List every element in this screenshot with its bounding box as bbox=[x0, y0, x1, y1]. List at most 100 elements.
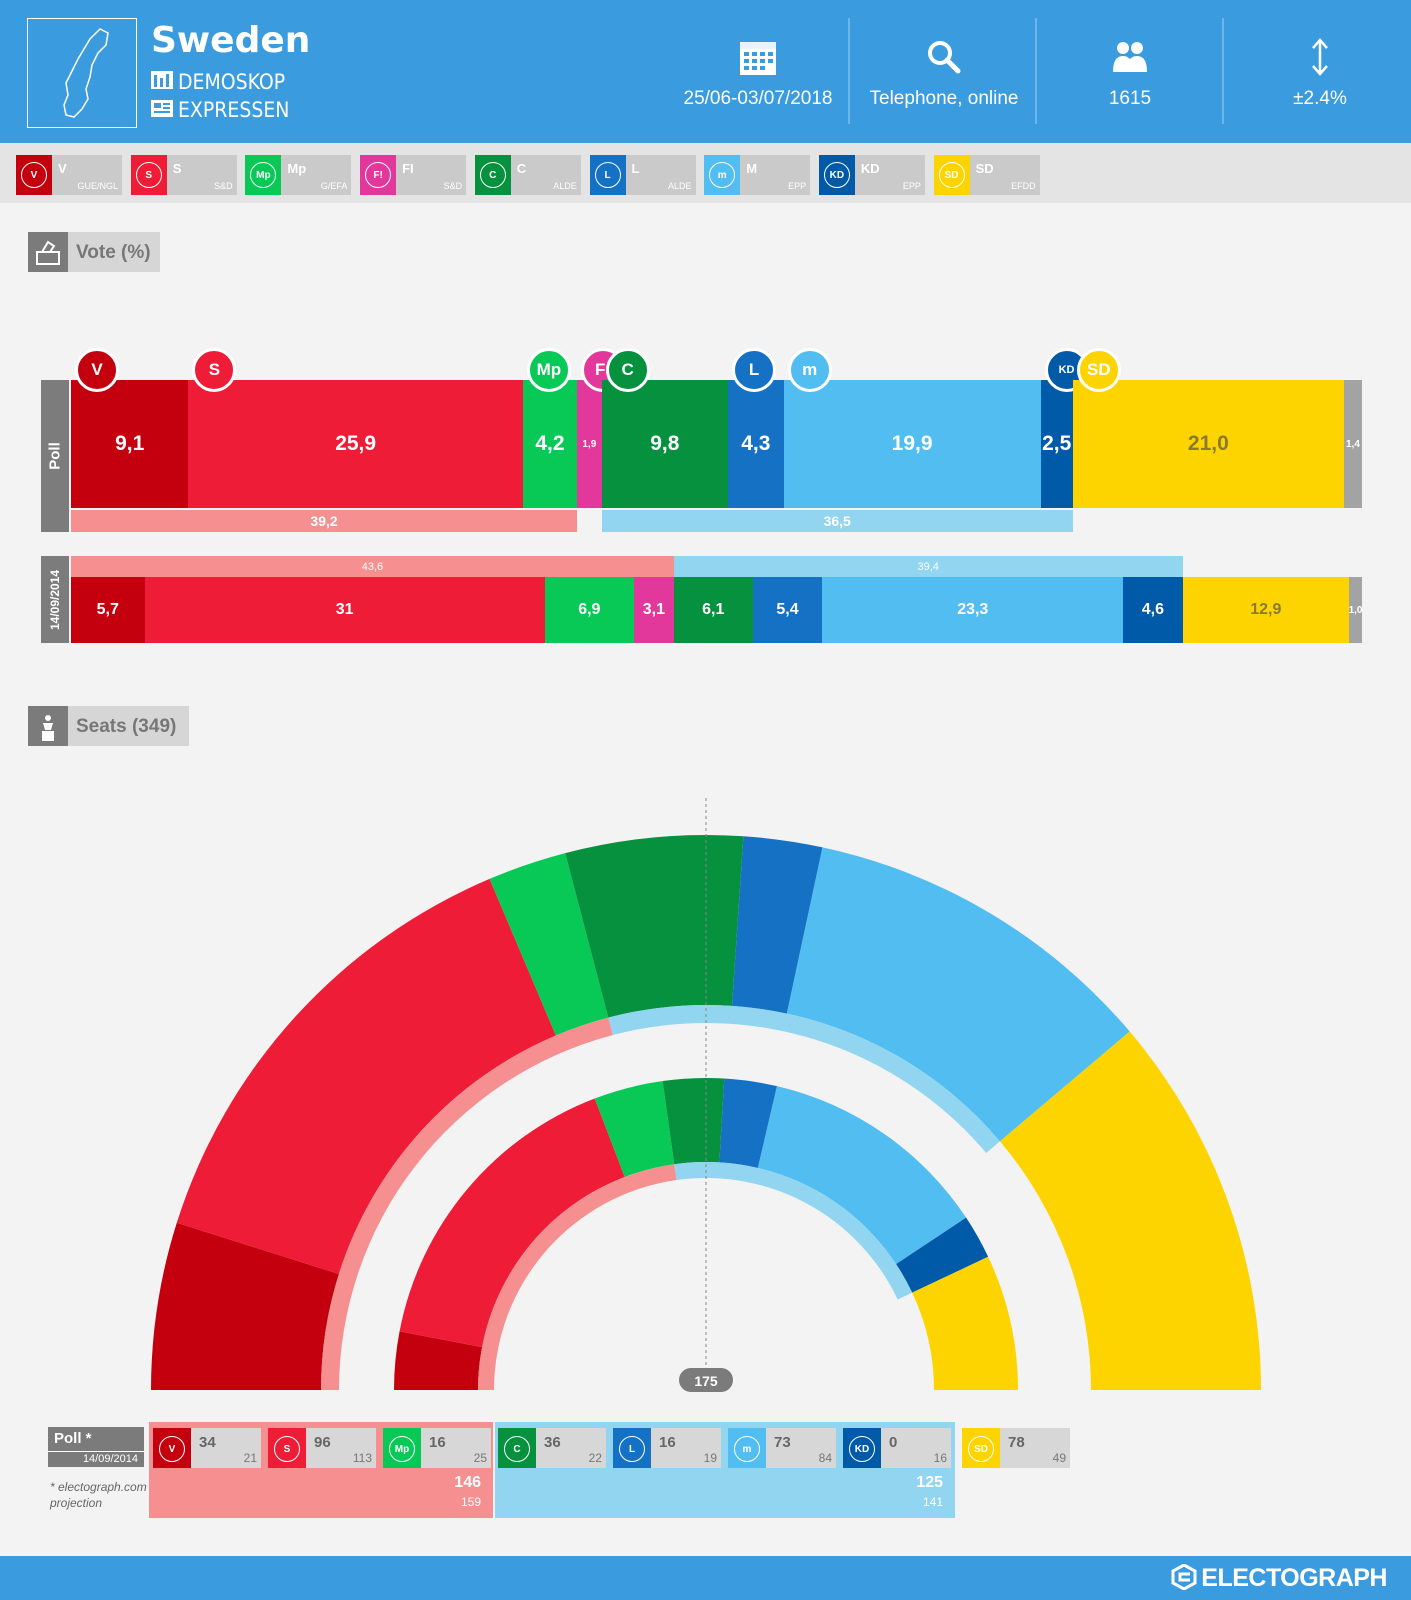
party-marker-m-icon: m bbox=[787, 348, 832, 392]
seat-prev-value: 84 bbox=[818, 1451, 832, 1465]
seats-section-title: Seats (349) bbox=[76, 716, 177, 737]
legend-party-name: L bbox=[631, 161, 640, 176]
poll-bar-c: 9,8 bbox=[601, 380, 729, 508]
prev-bloc-right: 39,4 bbox=[673, 556, 1183, 577]
search-icon bbox=[854, 36, 1034, 78]
poll-row-label-text: Poll bbox=[46, 442, 64, 470]
legend-party-group: EPP bbox=[788, 181, 807, 191]
poll-bar-kd: 2,5 bbox=[1040, 380, 1073, 508]
prev-label: 14/09/2014 bbox=[82, 1453, 138, 1465]
legend-item-kd: KD KD EPP bbox=[818, 155, 925, 195]
margin-of-error: ±2.4% bbox=[1230, 36, 1410, 110]
legend-party-name: Mp bbox=[287, 161, 307, 176]
survey-method: Telephone, online bbox=[854, 36, 1034, 110]
legend-party-group: S&D bbox=[214, 181, 233, 191]
seats-section-tag: Seats (349) bbox=[28, 706, 189, 746]
seat-prev-value: 21 bbox=[243, 1451, 257, 1465]
party-logo-icon: C bbox=[498, 1428, 536, 1468]
prev-bar-v: 5,7 bbox=[71, 577, 145, 643]
prev-bar-c: 6,1 bbox=[673, 577, 753, 643]
poll-label-cell: Poll * bbox=[48, 1427, 144, 1451]
prev-bar-s: 31 bbox=[144, 577, 545, 643]
seat-poll-value: 78 bbox=[1008, 1434, 1025, 1451]
prev-row-label-text: 14/09/2014 bbox=[48, 569, 62, 630]
legend-item-c: C C ALDE bbox=[474, 155, 581, 195]
right-bloc-seats-poll: 125 bbox=[916, 1474, 943, 1491]
left-bloc-seats-prev: 159 bbox=[460, 1495, 481, 1509]
party-logo-icon: V bbox=[153, 1428, 191, 1468]
legend-item-mp: Mp Mp G/EFA bbox=[245, 155, 352, 195]
seat-prev-value: 22 bbox=[588, 1451, 602, 1465]
sample-size: 1615 bbox=[1040, 36, 1220, 110]
dates-text: 25/06-03/07/2018 bbox=[683, 88, 833, 109]
legend-party-name: KD bbox=[860, 161, 880, 176]
majority-threshold: 175 bbox=[694, 1373, 718, 1389]
method-text: Telephone, online bbox=[869, 88, 1019, 109]
fieldwork-dates: 25/06-03/07/2018 bbox=[668, 36, 848, 110]
prev-bloc-arc-right bbox=[674, 1162, 913, 1300]
party-marker-s-icon: S bbox=[192, 348, 237, 392]
projection-note: * electograph.com bbox=[50, 1480, 147, 1494]
party-logo-icon: Mp bbox=[245, 155, 282, 195]
seat-prev-value: 25 bbox=[473, 1451, 487, 1465]
sweden-map-icon bbox=[27, 18, 137, 128]
prev-bar-m: 23,3 bbox=[822, 577, 1124, 643]
margin-text: ±2.4% bbox=[1293, 88, 1347, 109]
party-logo-icon: L bbox=[589, 155, 626, 195]
seat-prev-value: 49 bbox=[1052, 1451, 1066, 1465]
people-icon bbox=[1040, 36, 1220, 78]
divider bbox=[1222, 18, 1224, 124]
seat-poll-value: 96 bbox=[314, 1434, 331, 1451]
seat-poll-value: 34 bbox=[199, 1434, 216, 1451]
legend-item-sd: SD SD EFDD bbox=[933, 155, 1040, 195]
newspaper-icon bbox=[151, 98, 173, 122]
seat-poll-value: 16 bbox=[429, 1434, 446, 1451]
party-logo-icon: V bbox=[16, 155, 52, 195]
prev-seat-arc-mp bbox=[594, 1081, 675, 1177]
header: Sweden DEMOSKOP EXPRESSEN 25/06-03/07/20… bbox=[0, 0, 1411, 143]
seat-poll-value: 0 bbox=[889, 1434, 898, 1451]
right-bloc-seats-prev: 141 bbox=[922, 1495, 943, 1509]
party-logo-icon: m bbox=[728, 1428, 766, 1468]
seat-poll-value: 16 bbox=[659, 1434, 676, 1451]
party-logo-icon: S bbox=[130, 155, 167, 195]
prev-seat-arc-c bbox=[662, 1078, 725, 1165]
legend-party-name: M bbox=[746, 161, 758, 176]
poll-bloc-left: 39,2 bbox=[71, 510, 578, 532]
poll-seat-arc-c bbox=[565, 835, 744, 1018]
party-logo-icon: m bbox=[704, 155, 741, 195]
projection-note-2: projection bbox=[50, 1496, 103, 1510]
prev-seat-arc-s bbox=[399, 1098, 625, 1348]
vote-section-tag: Vote (%) bbox=[28, 232, 160, 272]
seat-cell-l: L 16 19 bbox=[613, 1428, 721, 1468]
legend-item-v: V V GUE/NGL bbox=[16, 155, 122, 195]
legend-party-name: SD bbox=[975, 161, 994, 176]
pollster-name: DEMOSKOP bbox=[178, 70, 286, 94]
seat-cell-s: S 96 113 bbox=[268, 1428, 376, 1468]
poll-bar-fi: 1,9 bbox=[577, 380, 602, 508]
divider bbox=[848, 18, 850, 124]
prev-bar-others: 1,0 bbox=[1349, 577, 1362, 643]
hemicycle-chart: 175 bbox=[151, 798, 1261, 1392]
poll-seat-arc-sd bbox=[999, 1031, 1261, 1390]
prev-bar-l: 5,4 bbox=[752, 577, 823, 643]
party-logo-icon: KD bbox=[818, 155, 855, 195]
party-marker-mp-icon: Mp bbox=[526, 348, 571, 392]
seat-cell-v: V 34 21 bbox=[153, 1428, 261, 1468]
seat-poll-value: 73 bbox=[774, 1434, 791, 1451]
party-marker-l-icon: L bbox=[732, 348, 777, 392]
prev-seat-arc-kd bbox=[896, 1217, 989, 1293]
seat-cell-c: C 36 22 bbox=[498, 1428, 606, 1468]
poll-bar-others: 1,4 bbox=[1343, 380, 1362, 508]
legend-item-m: m M EPP bbox=[704, 155, 811, 195]
party-logo-icon: SD bbox=[962, 1428, 1000, 1468]
party-logo-icon: KD bbox=[843, 1428, 881, 1468]
poll-bar-mp: 4,2 bbox=[522, 380, 578, 508]
poll-seat-arc-v bbox=[151, 1222, 339, 1390]
legend-party-name: V bbox=[58, 161, 67, 176]
legend-party-group: ALDE bbox=[553, 181, 577, 191]
poll-bar-l: 4,3 bbox=[728, 380, 784, 508]
chart-icon bbox=[151, 70, 173, 94]
client-name: EXPRESSEN bbox=[178, 98, 290, 122]
legend-party-group: S&D bbox=[443, 181, 463, 191]
